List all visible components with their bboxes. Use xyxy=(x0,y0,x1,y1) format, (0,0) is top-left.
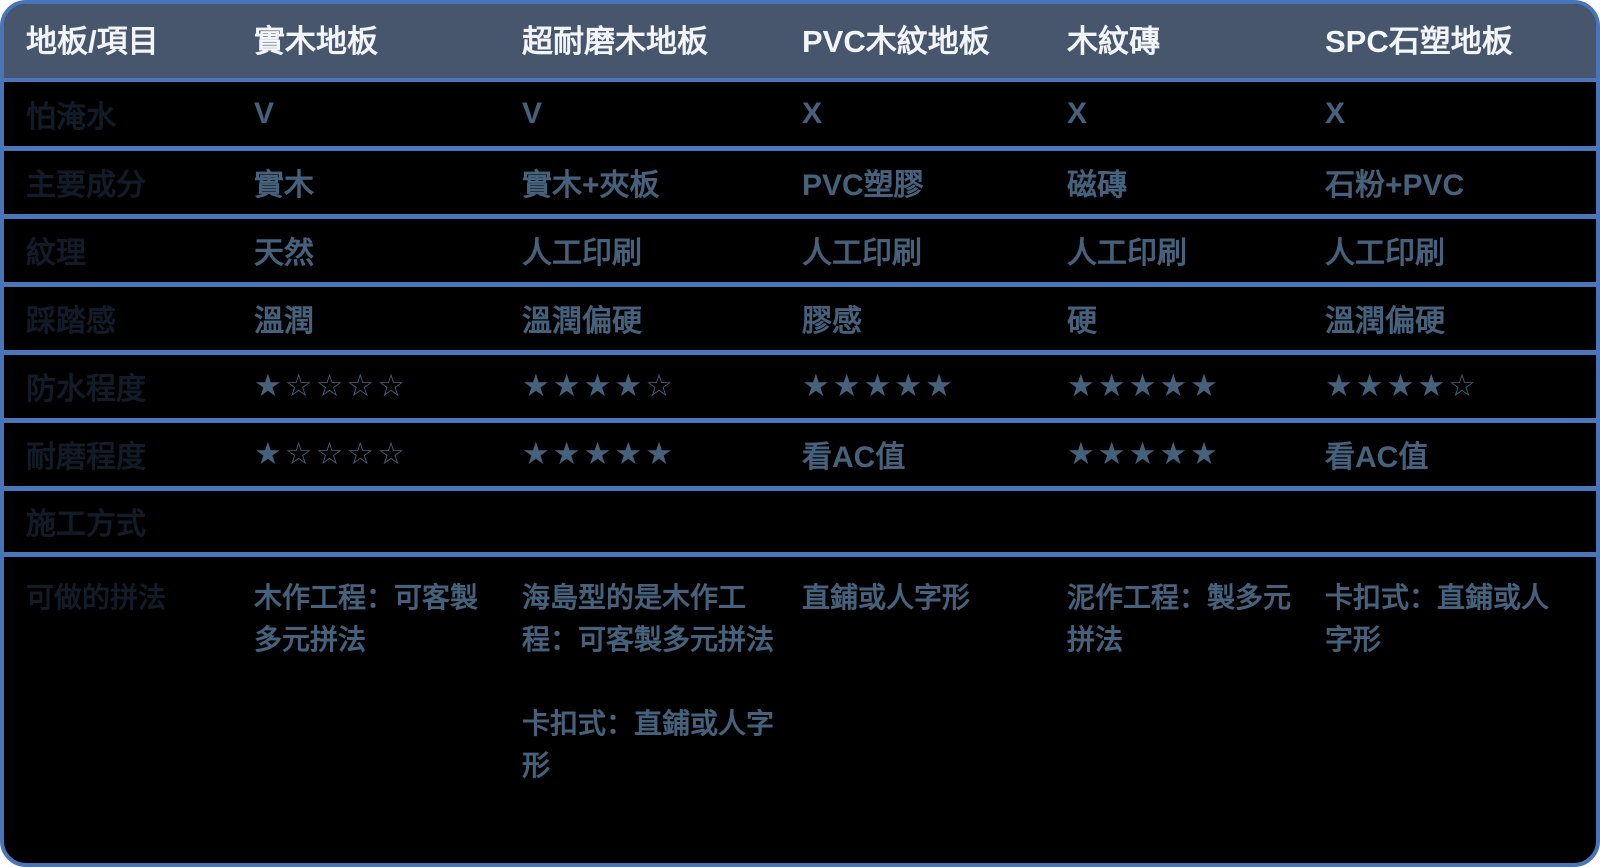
table-cell: 溫潤 xyxy=(254,305,314,338)
table-cell: 木作工程：可客製多元拼法 xyxy=(254,581,479,655)
row-flood-fear: 怕淹水 V V X X X xyxy=(4,80,1596,148)
row-label: 主要成分 xyxy=(26,169,146,202)
table-cell xyxy=(1325,488,1596,554)
table-cell: 人工印刷 xyxy=(1325,237,1445,270)
table-cell: PVC塑膠 xyxy=(802,169,924,202)
comparison-table: 地板/項目 實木地板 超耐磨木地板 PVC木紋地板 木紋磚 SPC石塑地板 怕淹… xyxy=(4,4,1596,863)
table-cell xyxy=(802,488,1067,554)
row-foot-feel: 踩踏感 溫潤 溫潤偏硬 膠感 硬 溫潤偏硬 xyxy=(4,284,1596,352)
table-cell: 實木 xyxy=(254,169,314,202)
star-rating: ★☆☆☆☆ xyxy=(254,368,408,403)
table-cell: 人工印刷 xyxy=(1067,237,1187,270)
column-header-spc: SPC石塑地板 xyxy=(1325,4,1596,82)
row-main-composition: 主要成分 實木 實木+夾板 PVC塑膠 磁磚 石粉+PVC xyxy=(4,148,1596,216)
column-header-pvc: PVC木紋地板 xyxy=(802,4,1067,82)
table-cell: 海島型的是木作工程：可客製多元拼法 卡扣式：直鋪或人字形 xyxy=(522,581,775,781)
section-label: 施工方式 xyxy=(26,508,146,541)
table-cell: 泥作工程：製多元拼法 xyxy=(1067,581,1292,655)
table-cell xyxy=(254,488,522,554)
table-cell: V xyxy=(522,96,543,130)
table-cell: 直鋪或人字形 xyxy=(802,581,971,613)
table-cell: 天然 xyxy=(254,237,314,270)
table-cell: 石粉+PVC xyxy=(1325,169,1465,202)
row-label: 怕淹水 xyxy=(26,100,116,134)
table-cell: 硬 xyxy=(1067,305,1097,338)
column-header-item: 地板/項目 xyxy=(4,4,254,82)
table-cell: 磁磚 xyxy=(1067,169,1127,202)
star-rating: ★★★★★ xyxy=(1067,436,1221,471)
table-cell: 膠感 xyxy=(802,305,862,338)
row-grain: 紋理 天然 人工印刷 人工印刷 人工印刷 人工印刷 xyxy=(4,216,1596,284)
table-body: 怕淹水 V V X X X 主要成分 實木 實木+夾板 PVC塑膠 磁磚 石粉+… xyxy=(4,80,1596,863)
row-label: 踩踏感 xyxy=(26,305,116,338)
column-header-laminate: 超耐磨木地板 xyxy=(522,4,802,82)
row-waterproof-rating: 防水程度 ★☆☆☆☆ ★★★★☆ ★★★★★ ★★★★★ ★★★★☆ xyxy=(4,352,1596,420)
table-cell: 溫潤偏硬 xyxy=(1325,305,1445,338)
star-rating: ★★★★★ xyxy=(1067,368,1221,403)
star-rating: ★★★★☆ xyxy=(1325,368,1479,403)
table-cell: 溫潤偏硬 xyxy=(522,305,642,338)
table-cell: 看AC值 xyxy=(1325,441,1429,474)
table-cell: V xyxy=(254,96,275,130)
star-rating: ★★★★★ xyxy=(522,436,676,471)
table-cell: 看AC值 xyxy=(802,441,906,474)
table-cell xyxy=(1067,488,1325,554)
header-row: 地板/項目 實木地板 超耐磨木地板 PVC木紋地板 木紋磚 SPC石塑地板 xyxy=(4,4,1596,82)
table-cell xyxy=(522,488,802,554)
table-cell: X xyxy=(1067,96,1088,130)
table-cell: X xyxy=(1325,96,1346,130)
star-rating: ★★★★★ xyxy=(802,368,956,403)
row-label: 耐磨程度 xyxy=(26,441,146,474)
row-wear-rating: 耐磨程度 ★☆☆☆☆ ★★★★★ 看AC值 ★★★★★ 看AC值 xyxy=(4,420,1596,488)
table-cell: 實木+夾板 xyxy=(522,169,660,202)
row-construction-method: 施工方式 xyxy=(4,488,1596,554)
row-label: 可做的拼法 xyxy=(26,581,167,613)
table-header: 地板/項目 實木地板 超耐磨木地板 PVC木紋地板 木紋磚 SPC石塑地板 xyxy=(4,4,1596,82)
table-cell: 卡扣式：直鋪或人字形 xyxy=(1325,581,1550,655)
table-cell: X xyxy=(802,96,823,130)
column-header-solid-wood: 實木地板 xyxy=(254,4,522,82)
row-available-patterns: 可做的拼法 木作工程：可客製多元拼法 海島型的是木作工程：可客製多元拼法 卡扣式… xyxy=(4,554,1596,863)
row-label: 紋理 xyxy=(26,237,86,270)
row-label: 防水程度 xyxy=(26,373,146,406)
table-cell: 人工印刷 xyxy=(802,237,922,270)
table-cell: 人工印刷 xyxy=(522,237,642,270)
star-rating: ★☆☆☆☆ xyxy=(254,436,408,471)
star-rating: ★★★★☆ xyxy=(522,368,676,403)
column-header-wood-tile: 木紋磚 xyxy=(1067,4,1325,82)
